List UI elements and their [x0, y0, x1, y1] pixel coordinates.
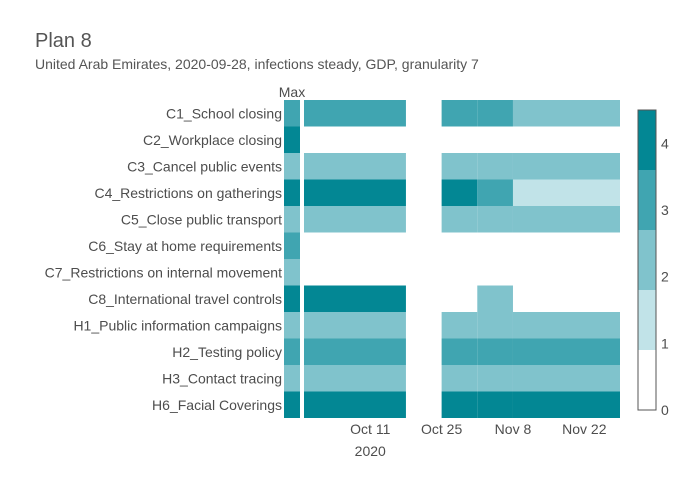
max-cell	[284, 153, 300, 180]
max-cell	[284, 259, 300, 286]
heatmap-cell	[512, 179, 620, 206]
heatmap-cell	[304, 312, 406, 339]
row-label: C8_International travel controls	[88, 291, 282, 307]
row-label: H3_Contact tracing	[162, 370, 282, 386]
heatmap-cell	[441, 153, 478, 180]
colorbar-segment	[638, 170, 656, 230]
colorbar-tick-label: 4	[661, 135, 669, 151]
heatmap-cell	[441, 100, 478, 127]
heatmap-cell	[477, 312, 513, 339]
row-label: C5_Close public transport	[121, 211, 282, 227]
colorbar-tick-label: 3	[661, 202, 669, 218]
colorbar-segment	[638, 110, 656, 170]
heatmap-cell	[441, 312, 478, 339]
colorbar: 0 1 2 3 4	[637, 109, 669, 418]
colorbar-tick-label: 1	[661, 335, 669, 351]
heatmap-cell	[512, 391, 620, 418]
row-label: C2_Workplace closing	[143, 132, 282, 148]
colorbar-tick-label: 2	[661, 269, 669, 285]
colorbar-border	[637, 109, 657, 411]
heatmap-cell	[304, 365, 406, 392]
max-cell	[284, 285, 300, 312]
max-column-label: Max	[279, 84, 305, 100]
row-label: H6_Facial Coverings	[152, 397, 282, 413]
max-cell	[284, 206, 300, 233]
heatmap-cell	[441, 206, 478, 233]
colorbar-tick-label: 0	[661, 402, 669, 418]
heatmap-cell	[477, 391, 513, 418]
x-tick-sublabel: 2020	[355, 443, 386, 459]
max-cell	[284, 312, 300, 339]
x-tick-label: Oct 11	[350, 421, 390, 437]
heatmap-cell	[304, 153, 406, 180]
heatmap-cell	[477, 179, 513, 206]
chart-title: Plan 8	[35, 30, 92, 52]
heatmap-cell	[304, 285, 406, 312]
heatmap-cell	[512, 206, 620, 233]
heatmap-cell	[441, 391, 478, 418]
heatmap-cell	[441, 338, 478, 365]
row-label: C3_Cancel public events	[127, 158, 282, 174]
heatmap-cell	[304, 206, 406, 233]
row-label: C6_Stay at home requirements	[88, 238, 282, 254]
row-label: C1_School closing	[166, 105, 282, 121]
colorbar-segment	[638, 290, 656, 350]
max-cell	[284, 126, 300, 153]
heatmap-cell	[304, 338, 406, 365]
row-label: H2_Testing policy	[172, 344, 282, 360]
heatmap-cell	[477, 338, 513, 365]
chart-subtitle: United Arab Emirates, 2020-09-28, infect…	[35, 56, 479, 72]
max-cell	[284, 391, 300, 418]
heatmap-cell	[304, 100, 406, 127]
x-tick-label: Oct 25	[421, 421, 462, 437]
row-labels: C1_School closing C2_Workplace closing C3_…	[45, 105, 282, 413]
heatmap-cell	[512, 338, 620, 365]
max-column	[284, 100, 300, 418]
heatmap-cell	[512, 100, 620, 127]
heatmap-cell	[304, 179, 406, 206]
max-cell	[284, 338, 300, 365]
max-cell	[284, 365, 300, 392]
heatmap-cells	[304, 100, 620, 418]
x-tick-label: Nov 22	[562, 421, 607, 437]
colorbar-segment	[638, 230, 656, 290]
heatmap-cell	[441, 365, 478, 392]
heatmap-cell	[477, 153, 513, 180]
row-label: C7_Restrictions on internal movement	[45, 264, 282, 280]
row-label: H1_Public information campaigns	[73, 317, 282, 333]
heatmap-cell	[304, 391, 406, 418]
heatmap-cell	[512, 312, 620, 339]
row-label: C4_Restrictions on gatherings	[94, 185, 282, 201]
x-tick-label: Nov 8	[495, 421, 532, 437]
x-axis: Oct 11 2020 Oct 25 Nov 8 Nov 22	[350, 421, 607, 459]
heatmap-cell	[512, 153, 620, 180]
heatmap-cell	[477, 206, 513, 233]
heatmap-cell	[477, 285, 513, 312]
max-cell	[284, 100, 300, 127]
heatmap-cell	[512, 365, 620, 392]
heatmap-cell	[441, 179, 478, 206]
colorbar-segment	[638, 350, 656, 410]
max-cell	[284, 179, 300, 206]
heatmap-cell	[477, 365, 513, 392]
max-cell	[284, 232, 300, 259]
heatmap-cell	[477, 100, 513, 127]
